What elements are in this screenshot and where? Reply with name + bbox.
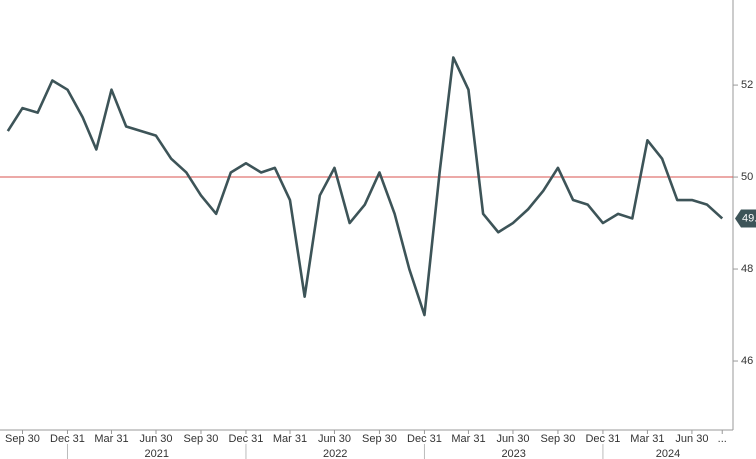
x-tick-label: Jun 30 [139,433,172,445]
x-group-label: 2023 [501,448,525,459]
x-tick-label: Dec 31 [229,433,264,445]
last-value-box [735,209,756,228]
line-series [6,56,724,317]
x-tick-label: Dec 31 [585,433,620,445]
x-tick-label: Sep 30 [5,433,40,445]
last-value-label: 49. [742,212,756,224]
y-tick-label: 52 [741,79,753,91]
x-tick-label: Sep 30 [541,433,576,445]
y-tick-label: 48 [741,263,753,275]
x-tick-label: Sep 30 [362,433,397,445]
x-tick-label: Jun 30 [675,433,708,445]
x-tick-label: Mar 31 [451,433,485,445]
x-group-label: 2022 [323,448,347,459]
y-tick-label: 46 [741,355,753,367]
x-tick-label: Dec 31 [407,433,442,445]
x-group-label: 2021 [144,448,168,459]
x-tick-label: Jun 30 [496,433,529,445]
x-tick-label: Jun 30 [318,433,351,445]
y-tick-label: 50 [741,171,753,183]
x-tick-label: Mar 31 [94,433,128,445]
x-tick-label: Mar 31 [630,433,664,445]
x-group-label: 2024 [656,448,680,459]
x-tick-label: Sep 30 [184,433,219,445]
x-tick-label: Dec 31 [50,433,85,445]
x-tick-label: ... [718,433,727,445]
x-tick-label: Mar 31 [273,433,307,445]
